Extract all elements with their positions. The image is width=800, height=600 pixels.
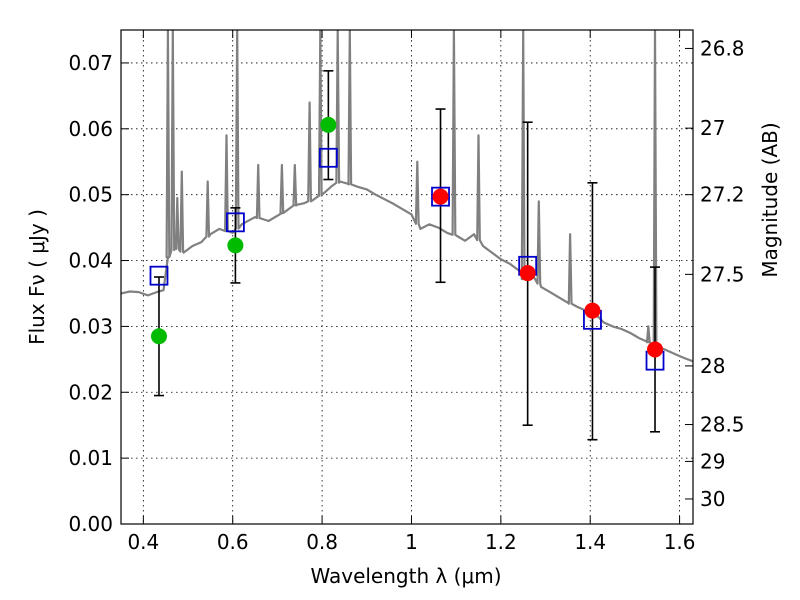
y2-tick-label: 27.2 (700, 183, 745, 207)
model-photometry-boxes (149, 147, 665, 371)
grid (121, 30, 693, 525)
plot-frame (120, 29, 694, 525)
green-data-point (227, 237, 244, 254)
y2-tick-label: 26.8 (700, 36, 745, 60)
x-axis-label: Wavelength λ (μm) (310, 564, 501, 588)
y2-tick-label: 29 (700, 449, 725, 473)
axes-frame (120, 29, 694, 525)
y-tick-label: 0.03 (68, 314, 113, 338)
sed-model-spectrum (121, 30, 693, 363)
y2-tick-label: 28.5 (700, 413, 745, 437)
y-axis-label: Flux Fν ( μJy ) (25, 209, 49, 345)
y2-tick-label: 27 (700, 116, 725, 140)
ticks: 0.4 0.6 0.8 1 1.2 1.4 1.6 0.00 0.01 0.02 0.03 0.04 0… (68, 30, 745, 554)
green-data-point (320, 116, 337, 133)
y-tick-label: 0.06 (68, 117, 113, 141)
red-data-point (584, 302, 601, 319)
green-data-point (150, 328, 167, 345)
x-tick-label: 1 (405, 530, 418, 554)
y-tick-label: 0.01 (68, 446, 113, 470)
y2-axis-label: Magnitude (AB) (758, 122, 782, 277)
model-box (431, 186, 450, 207)
model-box (149, 265, 169, 286)
model-box (318, 147, 338, 168)
x-tick-label: 1.6 (664, 530, 696, 554)
model-box (225, 212, 245, 233)
red-data-point (432, 188, 449, 205)
y2-tick-label: 28 (700, 354, 725, 378)
x-tick-label: 0.4 (127, 530, 159, 554)
y2-tick-label: 27.5 (700, 262, 745, 286)
y-tick-label: 0.07 (68, 51, 113, 75)
x-tick-label: 0.6 (217, 530, 249, 554)
x-tick-label: 1.2 (485, 530, 517, 554)
sed-spectrum-line (121, 30, 693, 363)
y-tick-label: 0.00 (68, 512, 113, 536)
y-tick-label: 0.04 (68, 249, 113, 273)
x-tick-label: 0.8 (306, 530, 338, 554)
x-tick-label: 1.4 (574, 530, 606, 554)
y-tick-label: 0.05 (68, 183, 113, 207)
red-data-point (519, 265, 536, 282)
y2-tick-label: 30 (700, 487, 725, 511)
y-tick-label: 0.02 (68, 380, 113, 404)
error-bars (153, 70, 661, 441)
observed-photometry-points (150, 116, 664, 358)
red-data-point (647, 341, 664, 358)
